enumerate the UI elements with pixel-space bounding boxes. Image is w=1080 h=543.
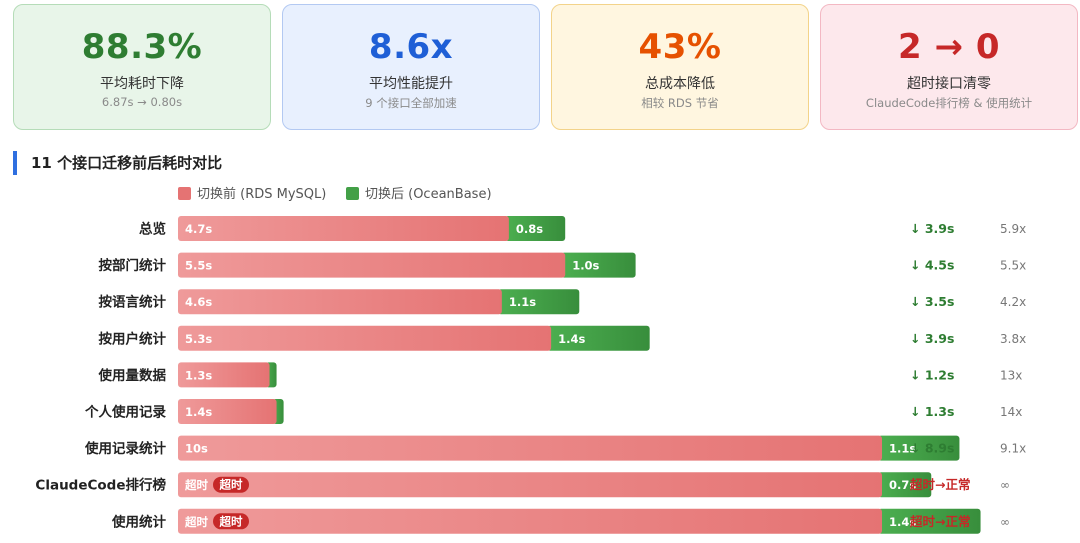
legend-label-after: 切换后 (OceanBase) [365, 187, 492, 202]
bar-after-label: 1.1s [509, 295, 536, 309]
speedup-ratio: 5.5x [1000, 259, 1026, 273]
bar-before-label: 超时 [184, 515, 208, 529]
legend-label-before: 切换前 (RDS MySQL) [197, 187, 327, 202]
delta-value: 超时→正常 [909, 477, 970, 492]
delta-value: ↓ 4.5s [910, 258, 954, 273]
bar-after [547, 325, 650, 351]
bar-after [561, 252, 636, 278]
bar-before [178, 362, 270, 388]
card-value: 2 → 0 [898, 27, 1000, 67]
bar-before [178, 472, 882, 498]
legend-item-after: 切换后 (OceanBase) [346, 186, 492, 204]
section-title: 11 个接口迁移前后耗时对比 [13, 151, 222, 175]
card-label: 总成本降低 [645, 76, 715, 92]
card-timeout-cleared: 2 → 0 超时接口清零 ClaudeCode排行榜 & 使用统计 [820, 4, 1078, 130]
category-label: ClaudeCode排行榜 [35, 477, 166, 494]
speedup-ratio: 13x [1000, 368, 1022, 382]
category-label: 总览 [139, 221, 166, 238]
timeout-badge [213, 476, 249, 493]
card-label: 平均性能提升 [369, 76, 453, 92]
bar-after-label: 1.4s [558, 332, 585, 346]
legend-item-before: 切换前 (RDS MySQL) [178, 186, 326, 204]
bar-after-label: 0.8s [516, 222, 543, 236]
speedup-ratio: 9.1x [1000, 442, 1026, 456]
bar-after [878, 472, 932, 498]
delta-value: ↓ 3.9s [910, 331, 954, 346]
bar-before [178, 289, 502, 315]
card-time-reduction: 88.3% 平均耗时下降 6.87s → 0.80s [13, 4, 271, 130]
card-label: 平均耗时下降 [100, 76, 184, 92]
legend-swatch-after [346, 187, 359, 200]
delta-value: ↓ 1.2s [910, 367, 954, 382]
bar-before-label: 4.6s [185, 295, 212, 309]
speedup-ratio: 5.9x [1000, 222, 1026, 236]
category-label: 使用记录统计 [84, 440, 166, 457]
timeout-badge-label: 超时 [219, 514, 243, 528]
bar-after-label: 1.4s [889, 515, 916, 529]
bar-before [178, 508, 882, 534]
speedup-ratio: ∞ [1000, 515, 1010, 529]
bar-after [497, 289, 580, 315]
timeout-badge [213, 513, 249, 530]
speedup-ratio: 3.8x [1000, 332, 1026, 346]
delta-value: ↓ 3.9s [910, 221, 954, 236]
delta-value: ↓ 8.9s [910, 441, 954, 456]
speedup-ratio: 4.2x [1000, 295, 1026, 309]
card-sub: 9 个接口全部加速 [365, 96, 457, 110]
category-label: 按语言统计 [99, 294, 167, 311]
category-label: 使用统计 [111, 513, 166, 530]
bar-before-label: 1.3s [185, 368, 212, 382]
category-label: 个人使用记录 [84, 404, 166, 421]
card-label: 超时接口清零 [907, 76, 991, 92]
legend-swatch-before [178, 187, 191, 200]
delta-value: 超时→正常 [909, 514, 970, 529]
card-value: 43% [638, 27, 722, 67]
bar-before [178, 399, 277, 424]
summary-cards: 88.3% 平均耗时下降 6.87s → 0.80s 8.6x 平均性能提升 9… [13, 4, 1078, 130]
bar-before-label: 4.7s [185, 222, 212, 236]
card-sub: ClaudeCode排行榜 & 使用统计 [865, 96, 1033, 110]
bar-before-label: 超时 [184, 478, 208, 492]
bar-after-label: 0.7s [889, 478, 916, 492]
bar-before [178, 325, 552, 351]
bar-after [504, 216, 566, 241]
bar-before [178, 435, 882, 461]
bar-before [178, 252, 566, 278]
bar-before-label: 1.4s [185, 405, 212, 419]
delta-value: ↓ 1.3s [910, 404, 954, 419]
category-label: 按用户统计 [99, 330, 167, 347]
category-label: 使用量数据 [98, 367, 167, 384]
bar-before [178, 216, 509, 241]
speedup-ratio: 14x [1000, 405, 1022, 419]
speedup-ratio: ∞ [1000, 478, 1010, 492]
bar-after [878, 435, 960, 461]
card-performance-boost: 8.6x 平均性能提升 9 个接口全部加速 [282, 4, 540, 130]
card-sub: 相较 RDS 节省 [641, 96, 719, 110]
card-sub: 6.87s → 0.80s [101, 95, 183, 109]
bar-after [878, 508, 981, 534]
category-label: 按部门统计 [99, 257, 167, 274]
timeout-badge-label: 超时 [219, 478, 243, 492]
bar-after-label: 1.1s [889, 442, 916, 456]
card-value: 8.6x [368, 27, 454, 67]
card-cost-reduction: 43% 总成本降低 相较 RDS 节省 [551, 4, 809, 130]
bar-before-label: 5.3s [185, 332, 212, 346]
delta-value: ↓ 3.5s [910, 294, 954, 309]
bar-before-label: 10s [185, 442, 208, 456]
bar-before-label: 5.5s [185, 259, 212, 273]
bar-after-label: 1.0s [572, 259, 599, 273]
card-value: 88.3% [81, 27, 203, 67]
